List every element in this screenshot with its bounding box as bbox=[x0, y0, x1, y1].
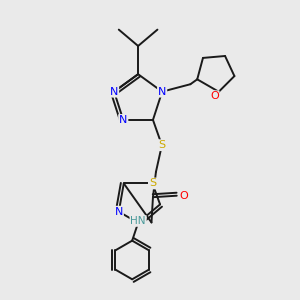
Text: O: O bbox=[179, 191, 188, 201]
Text: N: N bbox=[110, 87, 118, 97]
Text: N: N bbox=[115, 207, 123, 217]
Text: HN: HN bbox=[130, 216, 146, 226]
Text: N: N bbox=[158, 87, 166, 97]
Text: S: S bbox=[158, 140, 165, 150]
Text: S: S bbox=[149, 178, 156, 188]
Text: N: N bbox=[119, 115, 128, 125]
Text: O: O bbox=[210, 91, 219, 101]
